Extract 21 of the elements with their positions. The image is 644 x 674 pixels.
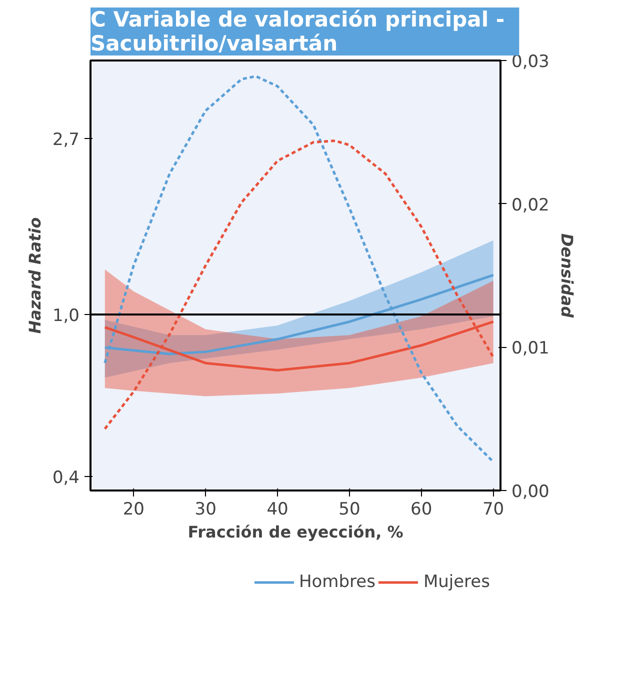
y-tick-label: 1,0 bbox=[52, 306, 80, 326]
line-series bbox=[104, 140, 495, 430]
x-tick-label: 30 bbox=[194, 500, 216, 520]
y2-tick-label: 0,01 bbox=[512, 338, 550, 359]
chart-title: C Variable de valoración principal - Sacubitrilo/valsartán bbox=[90, 8, 505, 56]
x-tick-label: 50 bbox=[338, 500, 360, 520]
y-tick-label: 2,7 bbox=[52, 130, 80, 150]
legend-label: Hombres bbox=[298, 572, 376, 592]
y2-tick-label: 0,02 bbox=[512, 195, 550, 216]
x-tick-label: 40 bbox=[266, 500, 288, 520]
x-tick-label: 60 bbox=[410, 500, 432, 520]
x-tick-label: 20 bbox=[122, 500, 144, 520]
x-axis-title: Fracción de eyección, % bbox=[188, 522, 404, 542]
y2-tick-label: 0,03 bbox=[512, 52, 550, 72]
y-axis-title: Hazard Ratio bbox=[25, 217, 44, 334]
y2-axis-title: Densidad bbox=[557, 233, 576, 318]
y2-tick-label: 0,00 bbox=[512, 482, 550, 502]
line-series bbox=[104, 75, 495, 464]
x-tick-label: 70 bbox=[482, 500, 504, 520]
y-tick-label: 0,4 bbox=[52, 468, 80, 488]
legend-label: Mujeres bbox=[423, 572, 490, 592]
